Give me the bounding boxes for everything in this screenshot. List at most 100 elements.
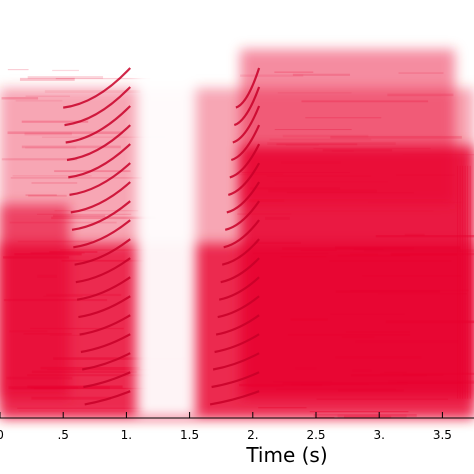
noise-streak [241,171,351,174]
harmonic-line [80,333,131,354]
noise-streak [37,213,132,215]
noise-streak [337,414,407,418]
noise-streak [1,158,78,161]
noise-streak [43,295,83,297]
noise-streak [402,373,444,376]
noise-streak [286,191,414,194]
noise-streak [3,298,108,302]
noise-streak [17,240,93,243]
harmonic-line [71,200,131,231]
noise-streak [31,182,78,184]
noise-streak [404,233,425,236]
harmonic-line [229,143,261,179]
harmonic-line [70,181,131,214]
harmonic-line [65,105,131,144]
noise-streak [330,135,462,139]
x-tick-label: 1. [121,428,132,442]
noise-streak [46,293,122,297]
noise-streak [337,254,411,257]
x-tick-label: 0 [0,428,4,442]
noise-streak [267,142,396,145]
noise-streak [11,387,66,390]
silence-gap [136,37,196,418]
noise-streak [30,251,85,254]
harmonic-line [214,333,260,354]
noise-streak [25,146,77,149]
x-tick-label: 2. [247,428,258,442]
noise-streak [277,92,352,94]
harmonic-line [73,219,131,249]
noise-streak [55,78,151,80]
noise-streak [352,369,372,372]
noise-streak [282,247,414,251]
noise-streak [41,136,166,138]
noise-streak [52,69,79,72]
noise-streak [47,369,165,371]
harmonic-line [79,314,131,336]
noise-streak [27,76,104,79]
x-axis: 0 .5 1. 1.5 2. 2.5 3. 3.5 [0,412,474,442]
x-tick-label: 2.5 [306,428,325,442]
noise-streak [6,376,73,380]
noise-streak [384,371,407,374]
x-tick-label: 3.5 [433,428,452,442]
harmonic-line [215,314,260,336]
harmonic-line [76,276,131,301]
harmonic-line [212,352,260,371]
noise-streak [17,407,146,409]
harmonic-line [223,219,260,249]
noise-streak [14,253,82,256]
noise-streak [12,175,92,177]
noise-streak [274,181,388,183]
noise-streak [15,99,63,102]
noise-streak [309,411,409,413]
noise-streak [9,330,48,333]
noise-streak [280,256,327,258]
noise-streak [290,318,328,321]
noise-streak [23,333,72,335]
harmonic-line [74,238,131,266]
noise-streak [276,388,396,391]
noise-streak [240,74,304,77]
noise-streak [9,221,117,224]
harmonic-line [66,124,131,162]
energy-band-right-upper [240,49,456,205]
noise-streak [406,382,474,384]
noise-streak [249,187,341,190]
noise-streak [402,154,474,156]
noise-streak [388,380,474,384]
noise-streak [316,398,449,400]
noise-streak [10,177,142,179]
x-axis-title: Time (s) [245,443,327,467]
noise-streak [309,210,434,212]
noise-streak [30,327,124,330]
noise-streak [19,77,75,81]
harmonic-line [82,352,131,371]
noise-streak [362,275,462,277]
noise-streak [335,356,422,359]
energy-band-left-noise [0,204,70,399]
noise-streak [301,100,429,103]
noise-streak [49,251,98,253]
harmonic-line [221,238,260,266]
noise-streak [350,252,378,256]
noise-streak [266,175,372,178]
noise-streak [54,210,139,212]
noise-streak [331,150,354,152]
noise-streak [3,256,69,259]
noise-streak [51,216,156,220]
harmonic-line [232,105,261,144]
noise-streak [397,381,463,384]
noise-streak [265,216,290,220]
noise-streak [385,320,474,324]
noise-streak [335,246,461,250]
harmonic-line [211,371,260,389]
noise-streak [7,131,123,135]
noise-streak [27,385,123,389]
noise-streak [25,194,57,197]
harmonic-line [218,276,260,301]
noise-streak [363,249,474,252]
harmonic-line [226,181,261,214]
harmonic-line [230,124,261,162]
harmonic-line [69,162,131,196]
